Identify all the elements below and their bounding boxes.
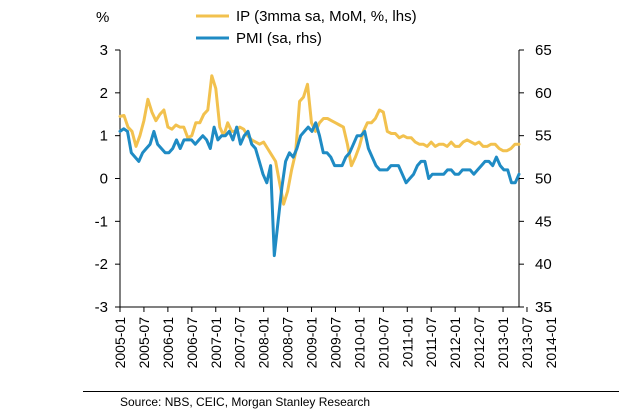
x-axis-tick-label: 2009-01 [304, 317, 320, 369]
x-axis-tick-label: 2005-07 [136, 317, 152, 369]
x-axis-tick-label: 2010-07 [375, 317, 391, 369]
right-axis-tick-label: 35 [535, 299, 552, 316]
x-axis-tick-label: 2005-01 [112, 317, 128, 369]
left-axis-tick-label: 1 [100, 128, 108, 145]
x-axis-tick-label: 2014-01 [543, 317, 559, 369]
left-axis-tick-label: 2 [100, 85, 108, 102]
x-axis-tick-label: 2012-01 [447, 317, 463, 369]
left-axis-tick-label: -2 [95, 256, 108, 273]
pmi-series-line [118, 121, 521, 258]
left-axis-tick-label: 3 [100, 42, 108, 59]
x-axis-tick-label: 2008-01 [256, 317, 272, 369]
ip-series-line [118, 74, 521, 206]
x-axis-tick-label: 2013-01 [495, 317, 511, 369]
right-axis-tick-label: 60 [535, 85, 552, 102]
right-axis-tick-label: 40 [535, 256, 552, 273]
x-axis-tick-label: 2009-07 [327, 317, 343, 369]
x-axis-tick-label: 2008-07 [280, 317, 296, 369]
x-axis-tick-label: 2007-01 [208, 317, 224, 369]
footer-rule [83, 391, 619, 392]
x-axis-tick-label: 2006-07 [184, 317, 200, 369]
source-note: Source: NBS, CEIC, Morgan Stanley Resear… [120, 395, 371, 409]
right-axis-tick-label: 45 [535, 213, 552, 230]
x-axis-tick-label: 2006-01 [160, 317, 176, 369]
legend-label-ip: IP (3mma sa, MoM, %, lhs) [236, 8, 417, 25]
right-axis-tick-label: 55 [535, 128, 552, 145]
left-axis-tick-label: -3 [95, 299, 108, 316]
x-axis-tick-label: 2013-07 [519, 317, 535, 369]
x-axis-tick-label: 2012-07 [471, 317, 487, 369]
left-axis-tick-label: 0 [100, 171, 108, 188]
x-axis-tick-label: 2011-01 [399, 317, 415, 368]
left-axis-unit: % [96, 9, 109, 26]
right-axis-tick-label: 50 [535, 171, 552, 188]
legend-label-pmi: PMI (sa, rhs) [236, 30, 322, 47]
x-axis-tick-label: 2011-07 [423, 317, 439, 368]
left-axis-tick-label: -1 [95, 213, 108, 230]
x-axis-tick-label: 2010-01 [351, 317, 367, 369]
x-axis-tick-label: 2007-07 [232, 317, 248, 369]
right-axis-tick-label: 65 [535, 42, 552, 59]
